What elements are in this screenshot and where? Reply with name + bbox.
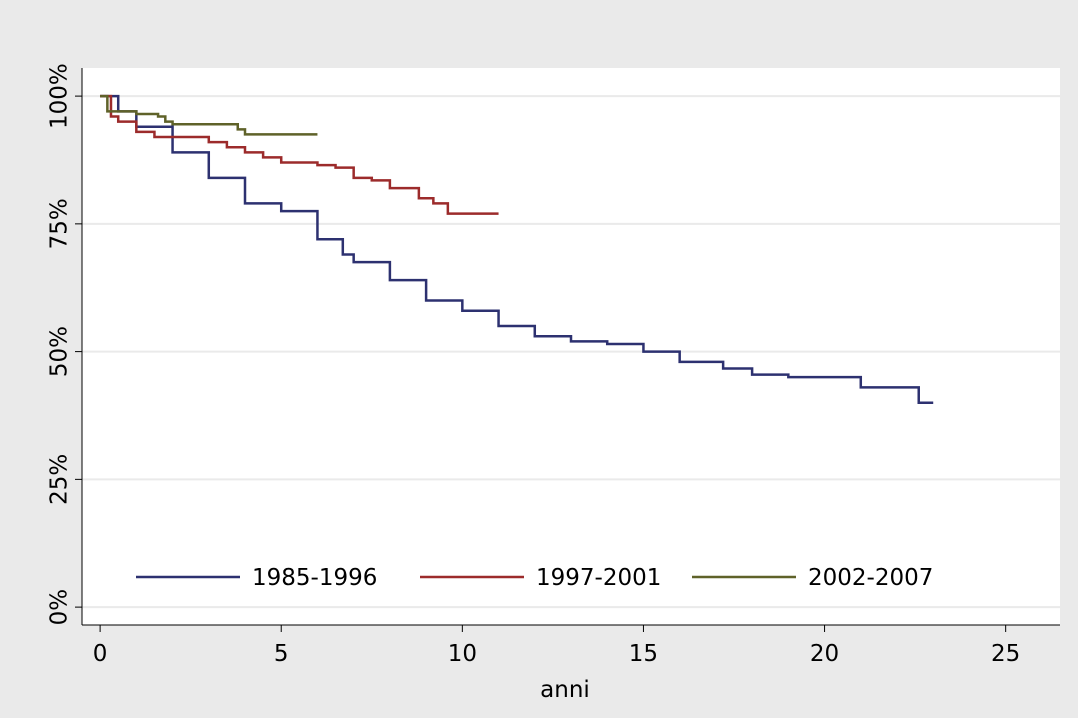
y-tick-label: 25% [47, 454, 73, 505]
x-tick-label: 5 [274, 641, 289, 667]
x-tick-label: 25 [991, 641, 1020, 667]
x-tick-label: 0 [93, 641, 108, 667]
y-tick-label: 0% [47, 589, 73, 626]
y-tick-label: 75% [47, 198, 73, 249]
series-line [100, 94, 318, 136]
legend-label: 1997-2001 [536, 565, 661, 591]
series-line [100, 94, 934, 404]
x-tick-label: 10 [448, 641, 477, 667]
x-tick-label: 20 [810, 641, 839, 667]
legend-label: 2002-2007 [808, 565, 933, 591]
x-axis-label: anni [540, 677, 590, 703]
y-tick-label: 50% [47, 326, 73, 377]
y-tick-label: 100% [47, 63, 73, 129]
series-line [100, 94, 499, 215]
x-tick-label: 15 [629, 641, 658, 667]
legend-label: 1985-1996 [252, 565, 377, 591]
plot-area [82, 68, 1060, 625]
